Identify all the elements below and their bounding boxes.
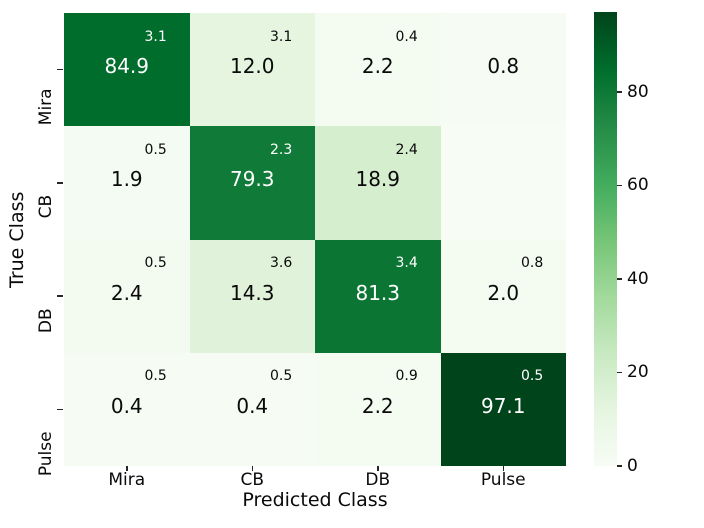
- x-tick-mark: [251, 466, 253, 471]
- colorbar-tick-label: 40: [627, 268, 649, 289]
- cell-main-value: 0.8: [487, 54, 520, 78]
- x-tick-label: CB: [240, 470, 265, 490]
- cell-std-value: 0.5: [269, 368, 293, 385]
- heatmap-cell: 3.4 81.3: [315, 239, 441, 353]
- cell-main-value: 14.3: [229, 280, 275, 305]
- heatmap-cell: 0.5 0.4: [64, 352, 190, 466]
- heatmap-cell: 0.5 1.9: [64, 126, 190, 240]
- cell-std-value: 3.1: [144, 28, 167, 45]
- cell-main-value: 84.9: [104, 54, 150, 78]
- colorbar-tick-mark: [617, 278, 622, 280]
- cell-std-value: 2.3: [269, 141, 293, 158]
- colorbar-tick-label: 60: [627, 175, 649, 196]
- y-tick-mark: [57, 408, 63, 411]
- y-tick-mark: [57, 295, 63, 297]
- heatmap-cell: 3.6 14.3: [189, 239, 315, 353]
- cell-main-value: 0.4: [110, 393, 143, 418]
- x-tick-mark: [126, 466, 128, 471]
- cell-main-value: 1.9: [110, 167, 143, 192]
- cell-std-value: 0.9: [395, 368, 418, 385]
- heatmap-cell: 0.5 2.4: [64, 239, 190, 353]
- heatmap-cell: 0.8 2.0: [440, 239, 566, 353]
- heatmap-cell: 2.3 79.3: [189, 126, 315, 240]
- x-tick-label: Pulse: [480, 470, 526, 490]
- colorbar-tick-mark: [617, 465, 622, 467]
- heatmap-cell: 0.4 2.2: [315, 13, 441, 127]
- cell-main-value: 2.2: [361, 393, 394, 418]
- colorbar-tick-mark: [617, 371, 622, 374]
- colorbar-tick-label: 80: [627, 81, 649, 102]
- cell-main-value: 97.1: [480, 393, 526, 418]
- cell-main-value: 79.3: [229, 167, 275, 192]
- colorbar-tick-label: 20: [627, 362, 649, 383]
- cell-std-value: 3.4: [395, 255, 418, 272]
- y-tick-label: Pulse: [36, 431, 56, 477]
- heatmap-cell: 0.5 97.1: [440, 352, 566, 466]
- heatmap-cell: 3.1 84.9: [64, 13, 190, 127]
- cell-std-value: 0.5: [144, 141, 167, 158]
- heatmap-cell: 0.5 0.4: [189, 352, 315, 466]
- cell-std-value: 2.4: [395, 141, 418, 158]
- heatmap-cell: 0.8: [440, 13, 566, 127]
- colorbar-gradient: [594, 12, 617, 466]
- heatmap-cell: 3.1 12.0: [189, 13, 315, 127]
- cell-main-value: 12.0: [229, 54, 275, 78]
- y-axis-title: True Class: [6, 191, 28, 288]
- cell-main-value: 18.9: [355, 167, 401, 192]
- x-axis-title: Predicted Class: [242, 489, 388, 511]
- colorbar-tick-mark: [617, 91, 622, 93]
- cell-main-value: 2.0: [487, 280, 520, 305]
- heatmap-cell: 0.9 2.2: [315, 352, 441, 466]
- cell-std-value: 3.6: [269, 255, 293, 272]
- y-tick-label: DB: [36, 308, 56, 334]
- cell-std-value: 3.1: [269, 28, 293, 45]
- y-tick-mark: [57, 68, 63, 71]
- heatmap-cell: 2.4 18.9: [315, 126, 441, 240]
- x-tick-mark: [377, 466, 379, 471]
- cell-std-value: 0.4: [395, 28, 418, 45]
- cell-main-value: 0.4: [236, 393, 269, 418]
- x-tick-mark: [502, 466, 504, 471]
- cell-main-value: 2.2: [361, 54, 394, 78]
- colorbar-tick-mark: [617, 184, 622, 187]
- cell-std-value: 0.5: [520, 368, 544, 385]
- colorbar-tick-label: 0: [627, 456, 638, 476]
- heatmap-cell: [440, 126, 566, 240]
- x-tick-label: Mira: [108, 470, 146, 490]
- colorbar: [594, 12, 617, 466]
- cell-std-value: 0.8: [520, 255, 544, 272]
- cell-main-value: 2.4: [110, 280, 143, 305]
- cell-std-value: 0.5: [144, 255, 167, 272]
- y-tick-label: Mira: [36, 88, 56, 125]
- heatmap-plot: 3.1 84.9 3.1 12.0 0.4 2.2 0.8 0.5 1.9 2.3 79.3 2.4 1…: [64, 13, 566, 466]
- x-tick-label: DB: [365, 470, 391, 490]
- y-tick-label: CB: [36, 194, 56, 219]
- cell-std-value: 0.5: [144, 368, 167, 385]
- y-tick-mark: [57, 182, 63, 184]
- cell-main-value: 81.3: [355, 280, 401, 305]
